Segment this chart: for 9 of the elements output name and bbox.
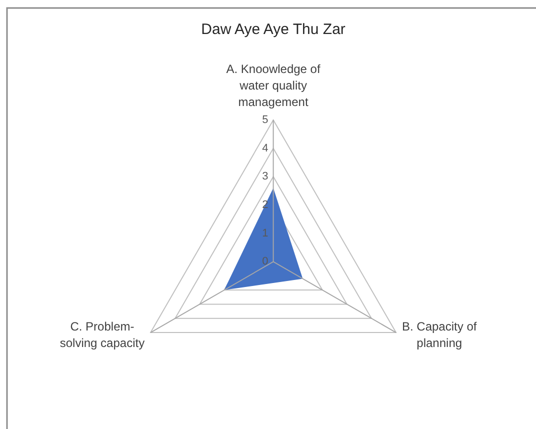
spoke-label: A. Knoowledge of water quality management [226, 62, 321, 109]
chart-title: Daw Aye Aye Thu Zar [201, 21, 346, 38]
y-tick-label: 0 [262, 256, 268, 268]
spoke-label: C. Problem-solving capacity [60, 320, 145, 350]
y-tick-label: 1 [262, 227, 268, 240]
y-tick-label: 5 [262, 114, 268, 126]
y-tick-label: 4 [262, 142, 268, 154]
spoke-label: B. Capacity of planning [402, 320, 478, 350]
y-tick-label: 3 [262, 170, 268, 183]
